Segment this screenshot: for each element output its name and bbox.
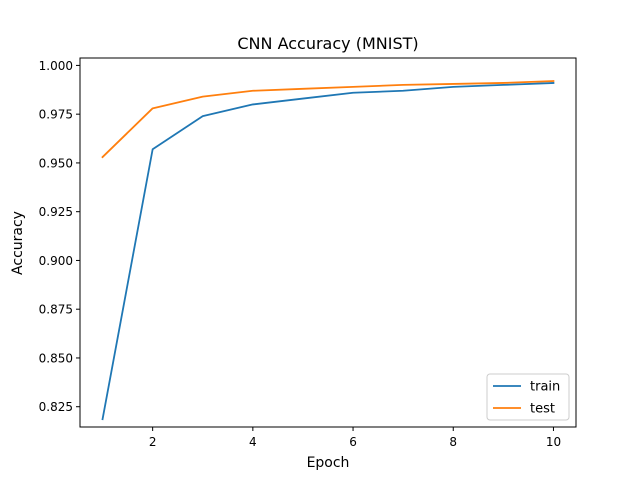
legend-label-0: train — [530, 380, 560, 395]
y-tick-label: 0.825 — [39, 400, 73, 414]
x-tick-label: 4 — [249, 435, 257, 449]
legend-label-1: test — [530, 402, 555, 417]
y-tick-label: 0.900 — [39, 254, 73, 268]
y-tick-label: 0.875 — [39, 303, 73, 317]
axes-frame — [79, 57, 577, 428]
chart-title: CNN Accuracy (MNIST) — [237, 34, 418, 53]
y-tick-label: 0.925 — [39, 205, 73, 219]
series-line-0 — [101, 82, 555, 421]
legend: train test — [486, 373, 570, 421]
x-axis-label: Epoch — [307, 455, 350, 471]
y-axis-label: Accuracy — [10, 211, 26, 275]
y-tick-label: 1.000 — [39, 59, 73, 73]
y-tick-label: 0.950 — [39, 156, 73, 170]
plot-area: 2 4 6 8 10 0.825 0.850 0.875 0.900 0.925 0.950 0.97… — [39, 57, 577, 449]
x-tick-label: 8 — [449, 435, 457, 449]
x-tick-label: 10 — [546, 435, 561, 449]
x-tick-label: 6 — [349, 435, 357, 449]
y-tick-label: 0.975 — [39, 108, 73, 122]
x-tick-label: 2 — [149, 435, 157, 449]
y-tick-label: 0.850 — [39, 351, 73, 365]
series-line-1 — [101, 80, 555, 159]
